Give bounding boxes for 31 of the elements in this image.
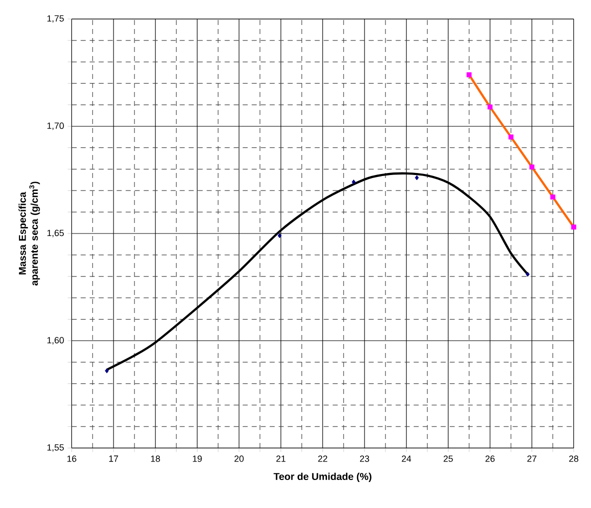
point bbox=[414, 175, 419, 180]
x-tick-label: 25 bbox=[444, 456, 453, 462]
point bbox=[508, 134, 514, 140]
y-tick-label: 1,60 bbox=[47, 337, 64, 344]
x-tick-label: 26 bbox=[486, 456, 495, 462]
x-tick-label: 17 bbox=[109, 456, 118, 462]
x-axis-title: Teor de Umidade (%) bbox=[274, 472, 372, 482]
x-tick-label: 27 bbox=[527, 456, 536, 462]
x-tick-label: 20 bbox=[234, 456, 244, 462]
point bbox=[488, 104, 493, 110]
x-tick-label: 16 bbox=[67, 456, 76, 462]
y-tick-label: 1,65 bbox=[47, 230, 64, 238]
x-tick-label: 24 bbox=[402, 456, 412, 462]
y-tick-label: 1,55 bbox=[47, 444, 64, 452]
point bbox=[529, 164, 534, 170]
x-tick-label: 23 bbox=[360, 456, 370, 462]
x-tick-label: 18 bbox=[151, 456, 160, 462]
point bbox=[104, 368, 109, 374]
y-axis-title: Massa Específica aparente seca (g/cm$^{3}$) bbox=[18, 182, 40, 286]
point bbox=[571, 224, 576, 230]
x-tick-label: 22 bbox=[318, 456, 328, 462]
x-tick-label: 28 bbox=[569, 456, 578, 462]
point bbox=[526, 272, 530, 277]
point bbox=[466, 72, 472, 78]
point bbox=[352, 180, 356, 185]
y-tick-label: 1,75 bbox=[47, 15, 64, 23]
point bbox=[550, 194, 556, 200]
x-tick-label: 19 bbox=[192, 456, 202, 462]
point bbox=[278, 233, 282, 238]
y-tick-label: 1,70 bbox=[47, 122, 64, 130]
x-tick-label: 21 bbox=[276, 456, 286, 462]
